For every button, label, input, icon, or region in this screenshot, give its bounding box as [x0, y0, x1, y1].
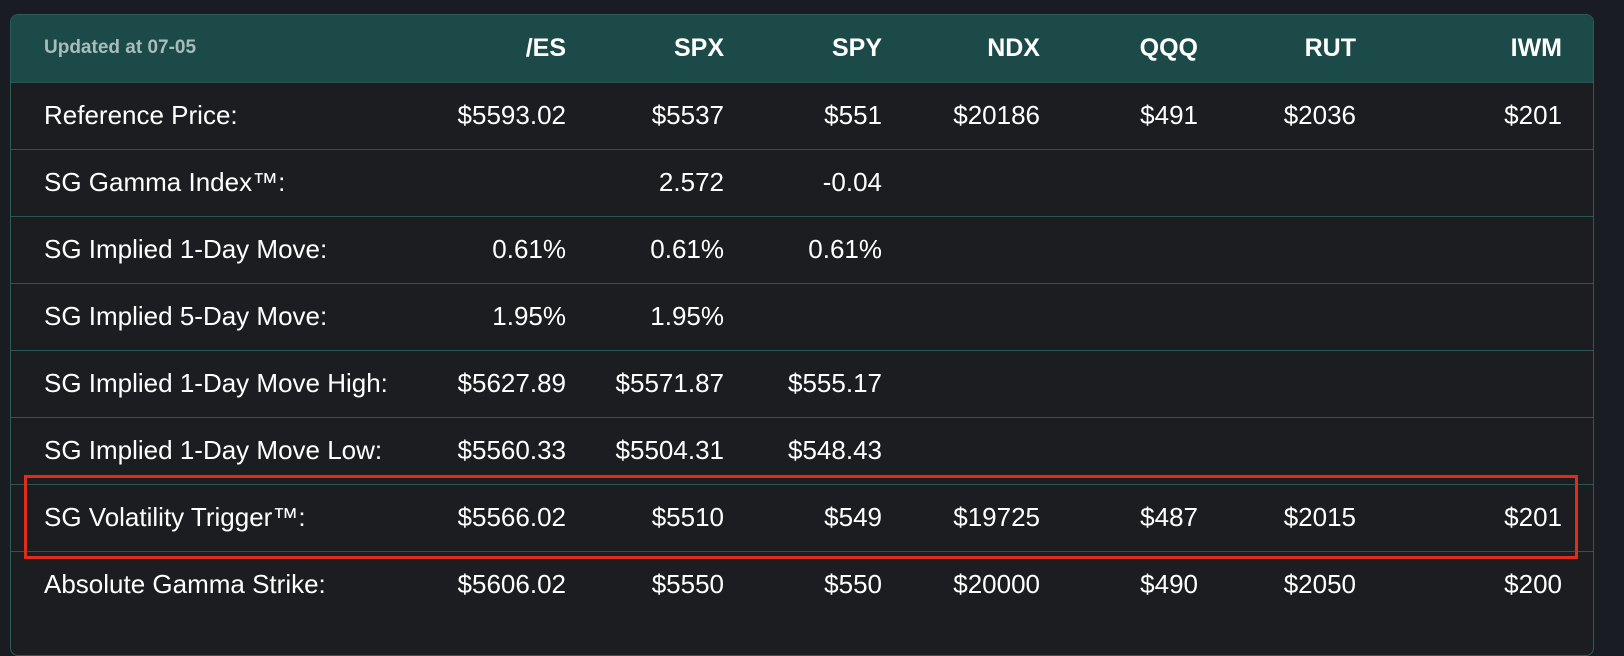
table-cell: [913, 149, 1071, 216]
table-cell: $5571.87: [615, 368, 724, 398]
table-cell: $491: [1140, 100, 1198, 130]
table-cell: [1229, 149, 1387, 216]
row-label: Absolute Gamma Strike:: [44, 569, 326, 600]
table-cell: [913, 216, 1071, 283]
table-cell: $548.43: [788, 435, 882, 465]
table-cell: [1229, 350, 1387, 417]
table-cell: $5504.31: [615, 435, 724, 465]
table-cell: $550: [824, 569, 882, 600]
table-header-row: Updated at 07-05 /ES SPX SPY NDX QQQ RUT…: [11, 15, 1593, 82]
table-cell: [1071, 417, 1229, 484]
table-cell: [1387, 283, 1593, 350]
row-label: SG Implied 1-Day Move High:: [44, 368, 388, 398]
table-cell: [1229, 216, 1387, 283]
table-cell: $20186: [953, 100, 1040, 130]
column-header-ndx: NDX: [987, 33, 1040, 62]
row-label: SG Implied 1-Day Move:: [44, 234, 328, 264]
table-cell: 0.61%: [808, 234, 882, 264]
table-cell: $5627.89: [457, 368, 566, 398]
table-cell: [1387, 417, 1593, 484]
column-header-rut: RUT: [1304, 33, 1356, 62]
table-cell: $5566.02: [457, 502, 566, 532]
table-cell: [1071, 350, 1229, 417]
table-cell: [913, 417, 1071, 484]
table-row-reference-price: Reference Price: $5593.02 $5537 $551 $20…: [11, 82, 1593, 149]
levels-table: Updated at 07-05 /ES SPX SPY NDX QQQ RUT…: [11, 15, 1593, 618]
row-label: SG Implied 1-Day Move Low:: [44, 435, 383, 465]
table-cell: $2015: [1283, 502, 1356, 532]
table-cell: $5550: [651, 569, 724, 600]
table-cell: $2050: [1283, 569, 1356, 600]
table-row-implied-1day-move: SG Implied 1-Day Move: 0.61% 0.61% 0.61%: [11, 216, 1593, 283]
table-cell: $487: [1140, 502, 1198, 532]
table-cell: [411, 149, 597, 216]
table-cell: 0.61%: [650, 234, 724, 264]
table-cell: [1071, 216, 1229, 283]
column-header-spy: SPY: [831, 33, 882, 62]
table-row-volatility-trigger: SG Volatility Trigger™: $5566.02 $5510 $…: [11, 484, 1593, 551]
table-cell: [1071, 149, 1229, 216]
table-cell: [1071, 283, 1229, 350]
table-cell: [913, 283, 1071, 350]
row-label: Reference Price:: [44, 100, 238, 130]
table-cell: [755, 283, 913, 350]
table-cell: $201: [1504, 502, 1562, 532]
table-cell: $5593.02: [457, 100, 566, 130]
table-cell: $5560.33: [457, 435, 566, 465]
table-cell: $19725: [953, 502, 1040, 532]
table-cell: $555.17: [788, 368, 882, 398]
table-cell: [1229, 283, 1387, 350]
table-cell: 0.61%: [492, 234, 566, 264]
table-cell: 1.95%: [650, 301, 724, 331]
table-cell: [1229, 417, 1387, 484]
table-row-implied-move-high: SG Implied 1-Day Move High: $5627.89 $55…: [11, 350, 1593, 417]
table-cell: $201: [1504, 100, 1562, 130]
table-cell: [913, 350, 1071, 417]
table-row-absolute-gamma-strike: Absolute Gamma Strike: $5606.02 $5550 $5…: [11, 551, 1593, 618]
table-cell: $5537: [651, 100, 724, 130]
updated-timestamp: Updated at 07-05: [44, 37, 197, 59]
table-cell: $5510: [651, 502, 724, 532]
table-cell: [1387, 216, 1593, 283]
table-cell: $200: [1504, 569, 1562, 600]
table-row-implied-5day-move: SG Implied 5-Day Move: 1.95% 1.95%: [11, 283, 1593, 350]
table-cell: [1387, 350, 1593, 417]
table-cell: $551: [824, 100, 882, 130]
column-header-qqq: QQQ: [1139, 33, 1198, 62]
table-cell: [1387, 149, 1593, 216]
table-cell: -0.04: [822, 167, 882, 197]
table-row-gamma-index: SG Gamma Index™: 2.572 -0.04: [11, 149, 1593, 216]
column-header-spx: SPX: [673, 33, 724, 62]
row-label: SG Gamma Index™:: [44, 167, 286, 197]
table-cell: $549: [824, 502, 882, 532]
table-row-implied-move-low: SG Implied 1-Day Move Low: $5560.33 $550…: [11, 417, 1593, 484]
table-cell: 2.572: [658, 167, 724, 197]
table-cell: $20000: [953, 569, 1040, 600]
row-label: SG Volatility Trigger™:: [44, 502, 306, 532]
column-header-iwm: IWM: [1510, 33, 1562, 62]
table-cell: $2036: [1283, 100, 1356, 130]
column-header-es: /ES: [525, 33, 566, 62]
table-cell: 1.95%: [492, 301, 566, 331]
row-label: SG Implied 5-Day Move:: [44, 301, 328, 331]
levels-table-panel: Updated at 07-05 /ES SPX SPY NDX QQQ RUT…: [10, 14, 1594, 656]
table-cell: $490: [1140, 569, 1198, 600]
table-cell: $5606.02: [457, 569, 566, 600]
